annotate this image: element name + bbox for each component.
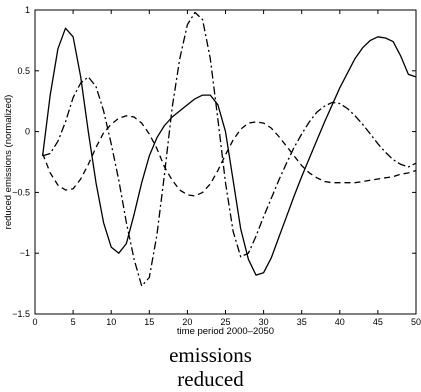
x-tick-label: 10 <box>106 317 116 327</box>
y-axis-ticks: −1.5 −1 −0.5 0 0.5 1 <box>12 5 416 319</box>
line-chart: 0 5 10 15 20 25 30 35 40 45 50 −1.5 −1 −0.5 0 0.5 1 tim… <box>3 5 421 337</box>
caption-line-2: reduced <box>177 367 244 391</box>
plot-frame <box>34 9 417 315</box>
x-tick-label: 20 <box>182 317 192 327</box>
y-tick-label: 0 <box>25 127 30 137</box>
y-tick-label: 1 <box>25 5 30 15</box>
y-tick-label: −1.5 <box>12 309 30 319</box>
x-tick-label: 35 <box>297 317 307 327</box>
x-tick-label: 45 <box>373 317 383 327</box>
y-tick-label: −1 <box>20 248 30 258</box>
series-line-solid <box>41 27 417 276</box>
x-tick-label: 40 <box>335 317 345 327</box>
x-axis-title: time period 2000–2050 <box>177 326 274 337</box>
x-tick-label: 0 <box>32 317 37 327</box>
x-axis-ticks: 0 5 10 15 20 25 30 35 40 45 50 <box>32 10 421 327</box>
y-tick-label: 0.5 <box>17 66 30 76</box>
x-tick-label: 25 <box>220 317 230 327</box>
series-lines <box>41 11 417 287</box>
x-tick-label: 15 <box>144 317 154 327</box>
caption-line-1: emissions <box>169 343 252 367</box>
y-axis-title: reduced emissions (normalized) <box>3 95 14 230</box>
x-tick-label: 30 <box>259 317 269 327</box>
x-tick-label: 5 <box>71 317 76 327</box>
x-tick-label: 50 <box>411 317 421 327</box>
y-tick-label: −0.5 <box>12 187 30 197</box>
series-line-dash-dot <box>42 11 417 287</box>
